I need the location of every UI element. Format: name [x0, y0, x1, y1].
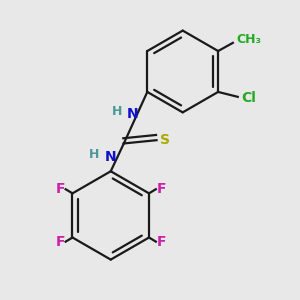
- Text: N: N: [127, 107, 138, 122]
- Text: Cl: Cl: [241, 92, 256, 106]
- Text: F: F: [157, 235, 166, 249]
- Text: F: F: [56, 235, 65, 249]
- Text: N: N: [105, 150, 117, 164]
- Text: H: H: [89, 148, 99, 160]
- Text: H: H: [112, 105, 122, 118]
- Text: F: F: [56, 182, 65, 196]
- Text: CH₃: CH₃: [236, 33, 261, 46]
- Text: F: F: [157, 182, 166, 196]
- Text: S: S: [160, 133, 170, 147]
